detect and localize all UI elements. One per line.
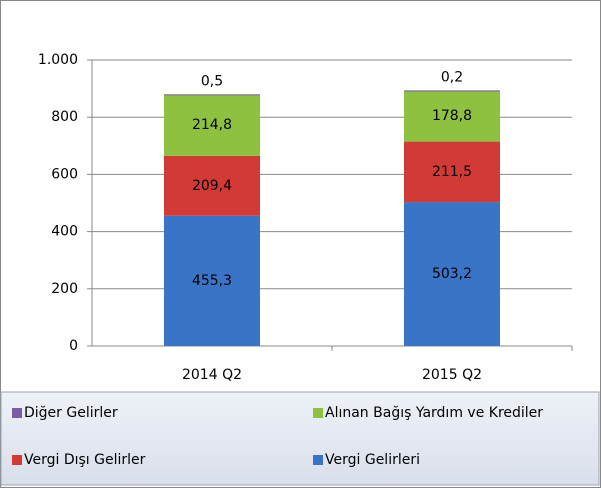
bar-segment	[404, 90, 500, 92]
y-tick-label: 200	[51, 281, 78, 297]
data-label: 214,8	[192, 117, 232, 133]
y-tick-label: 600	[51, 166, 78, 182]
bar-segment	[404, 141, 500, 203]
data-label: 455,3	[192, 273, 232, 289]
legend-label: Vergi Gelirleri	[325, 452, 420, 468]
legend-label: Diğer Gelirler	[24, 405, 118, 421]
data-label: 209,4	[192, 178, 232, 194]
data-label: 0,2	[441, 69, 463, 85]
data-label: 503,2	[432, 266, 472, 282]
bar-segment	[404, 202, 500, 346]
bar-segment	[164, 94, 260, 156]
y-tick-label: 800	[51, 109, 78, 125]
y-tick-label: 400	[51, 224, 78, 240]
x-tick-label: 2014 Q2	[182, 367, 242, 383]
legend-label: Vergi Dışı Gelirler	[24, 452, 146, 468]
data-label: 178,8	[432, 108, 472, 124]
legend-swatch	[12, 408, 22, 418]
bar-segment	[164, 215, 260, 346]
bar-segment	[164, 94, 260, 96]
legend-swatch	[313, 455, 323, 465]
legend-swatch	[12, 455, 22, 465]
bar-segment	[404, 90, 500, 142]
y-tick-label: 0	[69, 338, 78, 354]
data-label: 0,5	[201, 73, 223, 89]
y-tick-label: 1.000	[38, 52, 78, 68]
x-tick-label: 2015 Q2	[422, 367, 482, 383]
legend-box	[0, 391, 600, 486]
legend-swatch	[313, 408, 323, 418]
legend-label: Alınan Bağış Yardım ve Krediler	[325, 405, 543, 421]
data-label: 211,5	[432, 164, 472, 180]
bar-segment	[164, 155, 260, 216]
